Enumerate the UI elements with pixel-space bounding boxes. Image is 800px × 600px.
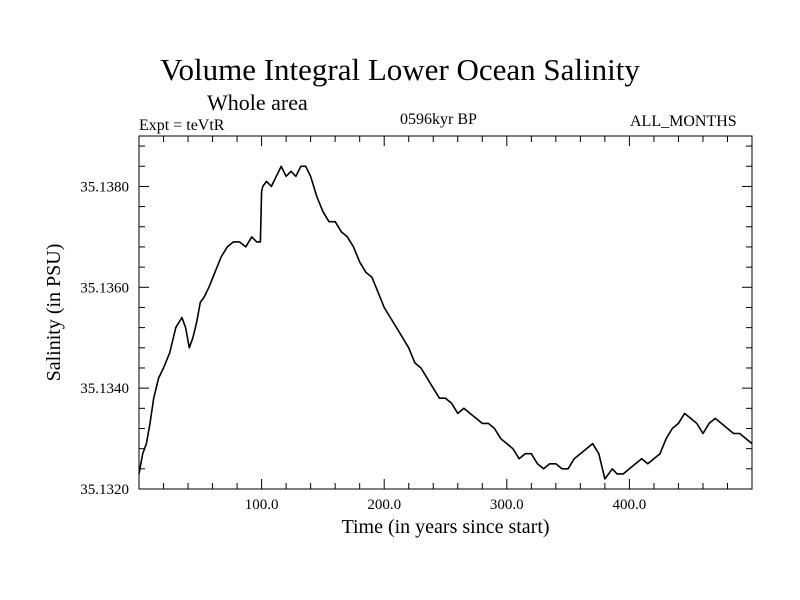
x-tick-label: 400.0	[613, 497, 647, 513]
salinity-series-line	[138, 165, 753, 480]
x-tick-label: 300.0	[490, 497, 524, 513]
chart-title: Volume Integral Lower Ocean Salinity	[160, 52, 640, 87]
x-tick-label: 100.0	[245, 497, 279, 513]
experiment-label: Expt = teVtR	[139, 117, 225, 134]
plot-frame	[138, 135, 753, 490]
period-label: 0596kyr BP	[400, 111, 477, 128]
tick-labels: 100.0 200.0 300.0 400.0 35.1320 35.1340 35.136…	[80, 179, 646, 513]
y-axis-label: Salinity (in PSU)	[43, 244, 65, 382]
y-tick-label: 35.1340	[80, 381, 129, 397]
chart-subtitle: Whole area	[207, 90, 308, 115]
y-tick-label: 35.1360	[80, 280, 129, 296]
axis-ticks	[139, 136, 752, 489]
y-tick-label: 35.1380	[80, 179, 129, 195]
y-tick-label: 35.1320	[80, 482, 129, 498]
x-axis-label: Time (in years since start)	[341, 516, 549, 538]
x-tick-label: 200.0	[367, 497, 401, 513]
months-label: ALL_MONTHS	[630, 113, 737, 130]
